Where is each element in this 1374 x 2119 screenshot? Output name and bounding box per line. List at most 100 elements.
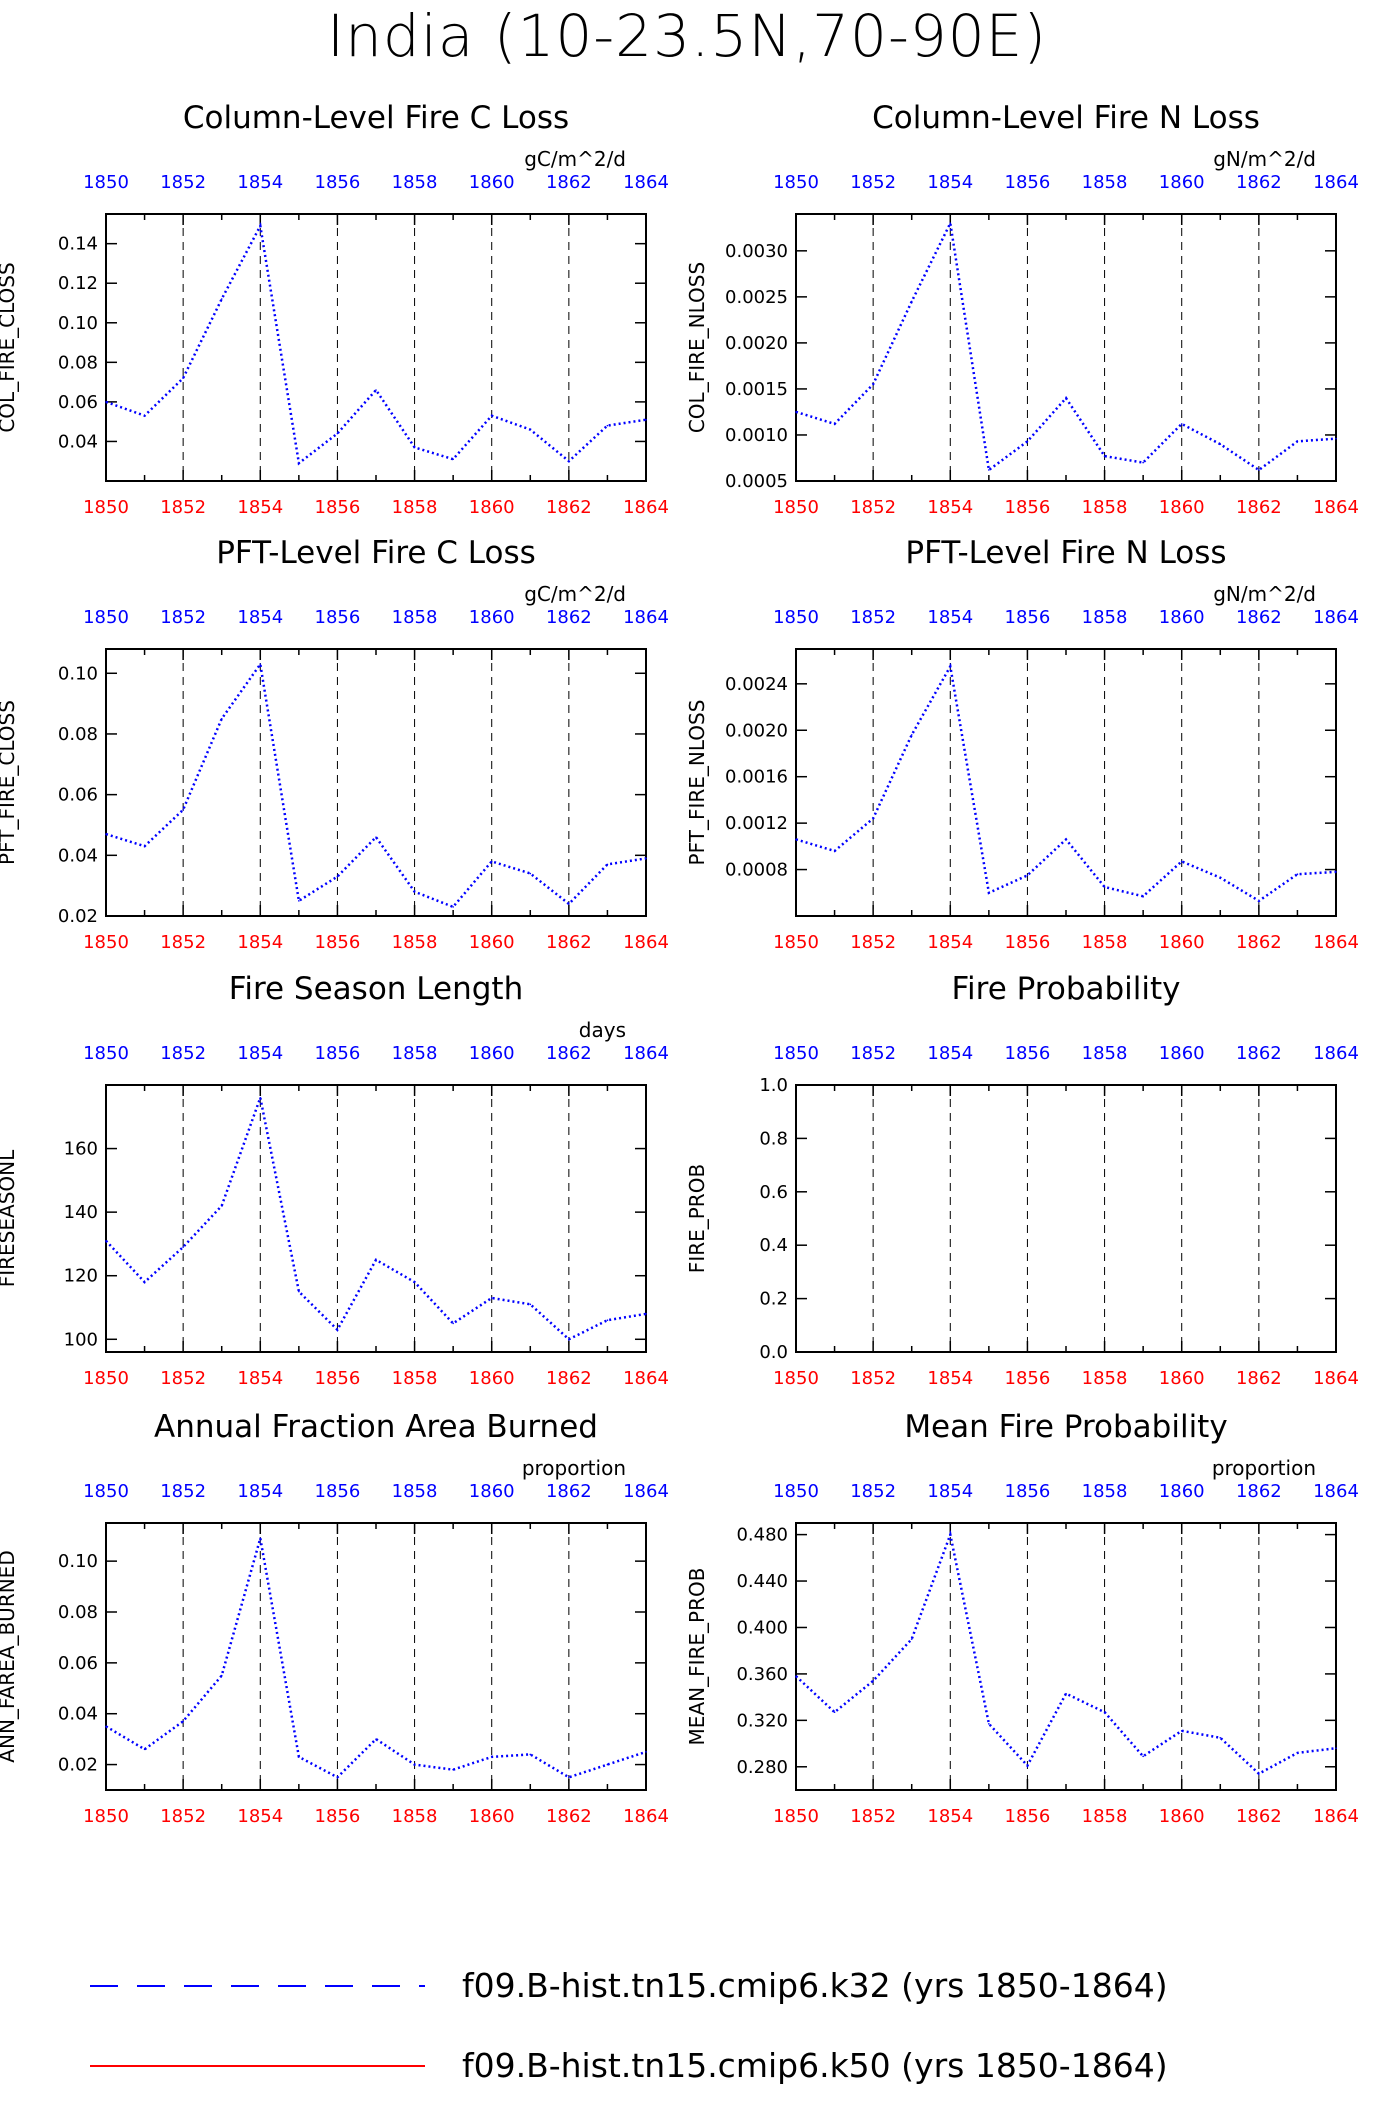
data-point [452,1768,454,1771]
data-point [105,1725,107,1728]
x-tick-label-top: 1854 [237,1043,283,1064]
x-tick-label-top: 1858 [392,1043,438,1064]
x-tick-label-bottom: 1862 [546,497,592,518]
y-axis-label: COL_FIRE_NLOSS [685,262,709,433]
y-tick-label: 0.0 [759,1342,788,1363]
data-point [298,1756,300,1758]
data-point [795,1675,797,1678]
x-tick-label-bottom: 1852 [160,1806,206,1827]
chart-title: Column-Level Fire C Loss [183,100,569,136]
units-label: proportion [1212,1456,1316,1480]
y-axis-label: FIRE_PROB [685,1164,709,1273]
x-tick-label-bottom: 1858 [1082,497,1128,518]
x-tick-label-top: 1858 [1082,1481,1128,1502]
data-point [795,411,797,413]
data-point [606,863,609,866]
units-label: gC/m^2/d [524,147,626,171]
plot-frame [795,1522,1337,1791]
units-label: gC/m^2/d [524,582,626,606]
y-tick-label: 0.10 [58,313,98,334]
chart-panel: 1850 1850 1852 1852 1854 1854 1856 1856 1858 1858… [0,1409,669,1827]
data-point [1296,1752,1299,1754]
data-point [529,872,532,875]
y-tick-label: 0.0016 [725,767,788,788]
x-tick-label-top: 1856 [315,172,361,193]
data-point [1103,1711,1106,1714]
data-point [1103,455,1106,457]
x-tick-label-top: 1850 [773,1043,819,1064]
x-tick-label-top: 1862 [1236,1043,1282,1064]
x-tick-label-top: 1850 [773,172,819,193]
data-point [413,1281,416,1283]
data-point [143,414,146,417]
x-tick-label-top: 1860 [469,1481,515,1502]
x-tick-label-bottom: 1860 [1159,1368,1205,1389]
data-point [910,1638,913,1640]
x-tick-label-top: 1856 [315,1043,361,1064]
data-point [1296,440,1299,443]
x-tick-label-top: 1854 [927,1481,973,1502]
y-tick-label: 0.10 [58,663,98,684]
chart-panel: 1850 1850 1852 1852 1854 1854 1856 1856 1858 1858… [0,535,669,953]
y-tick-label: 0.0024 [725,674,788,695]
x-tick-label-bottom: 1860 [1159,497,1205,518]
data-point [568,1338,570,1341]
chart-title: Fire Season Length [229,971,523,1007]
x-tick-label-top: 1854 [927,172,973,193]
data-point [220,717,223,720]
x-tick-label-top: 1860 [1159,1043,1205,1064]
units-label: gN/m^2/d [1213,147,1316,171]
x-tick-label-top: 1864 [623,607,669,628]
y-tick-label: 0.02 [58,1755,98,1776]
data-point [606,1763,609,1766]
y-tick-label: 0.6 [759,1182,788,1203]
units-label: gN/m^2/d [1213,582,1316,606]
y-tick-label: 0.08 [58,352,98,373]
x-tick-label-top: 1864 [623,1043,669,1064]
x-tick-label-top: 1858 [1082,1043,1128,1064]
y-tick-label: 0.04 [58,845,98,866]
x-tick-label-top: 1856 [315,607,361,628]
data-point [606,1319,609,1322]
data-point [1065,397,1067,399]
x-tick-label-bottom: 1856 [1005,1368,1051,1389]
x-tick-label-bottom: 1860 [469,1368,515,1389]
data-point [949,222,952,225]
x-tick-label-top: 1850 [773,1481,819,1502]
x-tick-label-top: 1862 [546,1043,592,1064]
x-tick-label-bottom: 1856 [1005,1806,1051,1827]
x-tick-label-bottom: 1856 [1005,932,1051,953]
plot-frame [105,648,647,917]
y-tick-label: 0.360 [736,1664,788,1685]
series-line [105,222,647,466]
x-tick-label-top: 1852 [850,1481,896,1502]
data-point [1258,1772,1260,1775]
data-point [568,1776,570,1779]
data-point [375,836,377,838]
data-point [336,875,339,878]
x-tick-label-bottom: 1856 [315,1806,361,1827]
x-tick-label-top: 1864 [1313,1481,1359,1502]
data-point [182,377,184,379]
y-tick-label: 0.0015 [725,379,788,400]
x-tick-label-top: 1862 [1236,1481,1282,1502]
data-point [1335,1747,1337,1750]
data-point [143,1281,146,1283]
x-tick-label-top: 1864 [1313,172,1359,193]
x-tick-label-bottom: 1856 [315,497,361,518]
x-tick-label-bottom: 1858 [1082,932,1128,953]
data-point [259,1537,262,1540]
chart-panel: 1850 1850 1852 1852 1854 1854 1856 1856 1858 1858… [685,535,1359,953]
y-tick-label: 0.0012 [725,813,788,834]
x-tick-label-bottom: 1858 [392,497,438,518]
x-tick-label-top: 1860 [1159,1481,1205,1502]
legend-swatch-solid [90,2065,425,2067]
y-tick-label: 160 [64,1139,98,1160]
chart-panel: 1850 1850 1852 1852 1854 1854 1856 1856 1858 1858… [685,1409,1359,1827]
x-tick-label-top: 1862 [546,172,592,193]
data-point [452,906,454,908]
plot-frame [105,1084,647,1353]
data-point [988,1723,990,1725]
x-tick-label-bottom: 1856 [1005,497,1051,518]
chart-panels: 1850 1850 1852 1852 1854 1854 1856 1856 1858 1858… [0,100,1359,1827]
